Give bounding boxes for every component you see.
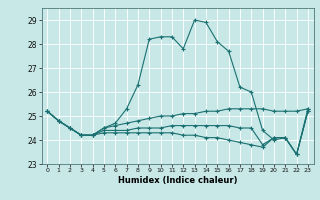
X-axis label: Humidex (Indice chaleur): Humidex (Indice chaleur) [118, 176, 237, 185]
